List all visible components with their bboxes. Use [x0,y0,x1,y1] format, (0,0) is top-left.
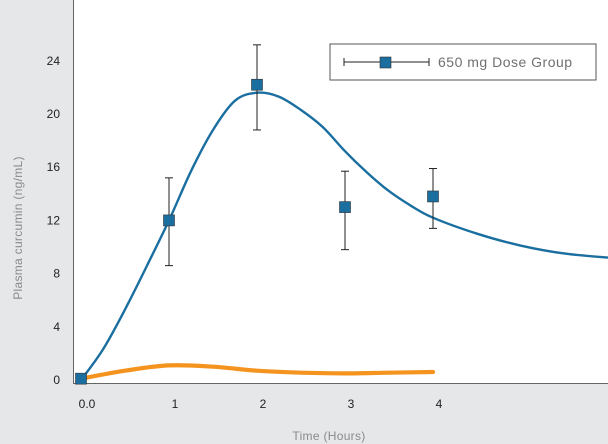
y-tick-label: 0 [53,373,60,387]
y-tick-labels: 0 4 8 12 16 20 24 [47,54,61,387]
x-tick-labels: 0.0 1 2 3 4 [79,397,443,411]
x-tick-label: 1 [172,397,179,411]
x-tick-label: 0.0 [79,397,96,411]
x-tick-label: 2 [260,397,267,411]
data-point-marker [163,214,175,227]
y-axis-title: Plasma curcumin (ng/mL) [11,156,25,300]
y-tick-label: 16 [47,160,61,174]
x-tick-label: 3 [348,397,355,411]
y-tick-label: 24 [47,54,61,68]
data-point-marker [75,372,87,385]
y-tick-label: 8 [53,267,60,281]
y-tick-label: 20 [47,107,61,121]
orange-curve [78,363,436,381]
x-axis-title: Time (Hours) [292,429,365,443]
data-points [75,44,439,385]
y-tick-label: 12 [47,213,61,227]
dose-group-fit-curve [79,91,608,382]
legend-box [329,43,597,81]
data-point-marker [427,190,439,203]
legend-marker-square [379,56,392,69]
x-tick-label: 4 [436,397,443,411]
data-point-marker [339,201,351,213]
fit-curves [78,91,608,382]
y-tick-label: 4 [53,320,60,334]
legend: 650 mg Dose Group [329,43,597,81]
legend-label: 650 mg Dose Group [438,54,573,70]
data-point-marker [251,78,263,91]
